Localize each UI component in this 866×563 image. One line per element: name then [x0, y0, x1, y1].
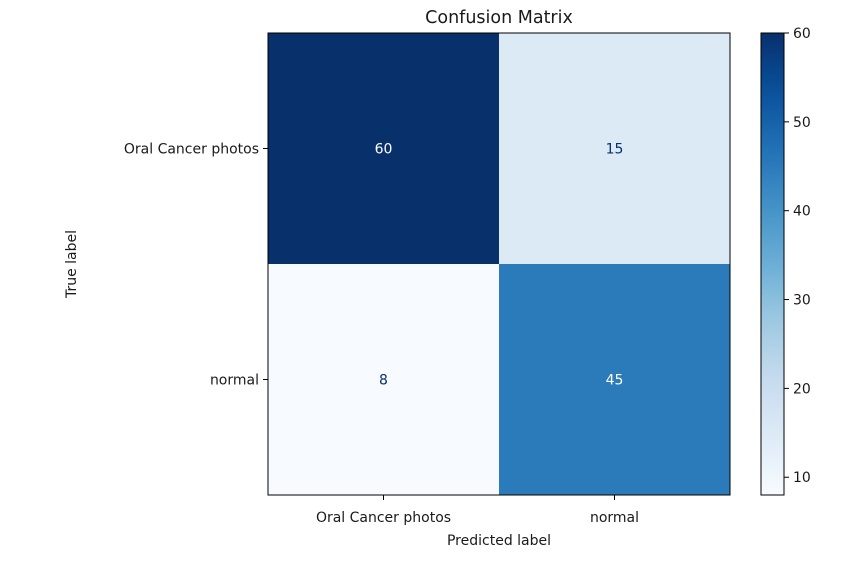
y-tick-label: normal: [210, 373, 259, 389]
colorbar-tick-label: 60: [793, 26, 811, 42]
colorbar-tick-label: 50: [793, 115, 811, 131]
heatmap-cells: 60 15 8 45: [268, 33, 730, 495]
plot-frame: [267, 32, 731, 496]
x-tick-label: normal: [590, 510, 639, 526]
y-axis-ticks: Oral Cancer photos normal: [124, 142, 268, 389]
cell-value-label: 8: [379, 373, 388, 389]
x-axis-ticks: Oral Cancer photos normal: [316, 495, 639, 526]
colorbar: [760, 32, 785, 496]
colorbar-tick-label: 30: [793, 293, 811, 309]
y-axis-label: True label: [64, 230, 80, 299]
colorbar-tick-label: 40: [793, 204, 811, 220]
matrix-cell: [268, 264, 499, 495]
y-tick-label: Oral Cancer photos: [124, 142, 259, 158]
matrix-cell: [499, 264, 730, 495]
cell-value-label: 45: [606, 373, 624, 389]
matrix-cell: [268, 33, 499, 264]
colorbar-tick-label: 20: [793, 381, 811, 397]
matrix-cell: [499, 33, 730, 264]
chart-title: Confusion Matrix: [425, 8, 573, 28]
cell-value-label: 60: [375, 142, 393, 158]
colorbar-ticks: 10 20 30 40 50 60: [784, 26, 811, 486]
cell-value-label: 15: [606, 142, 624, 158]
colorbar-tick-label: 10: [793, 470, 811, 486]
x-axis-label: Predicted label: [447, 533, 551, 549]
x-tick-label: Oral Cancer photos: [316, 510, 451, 526]
